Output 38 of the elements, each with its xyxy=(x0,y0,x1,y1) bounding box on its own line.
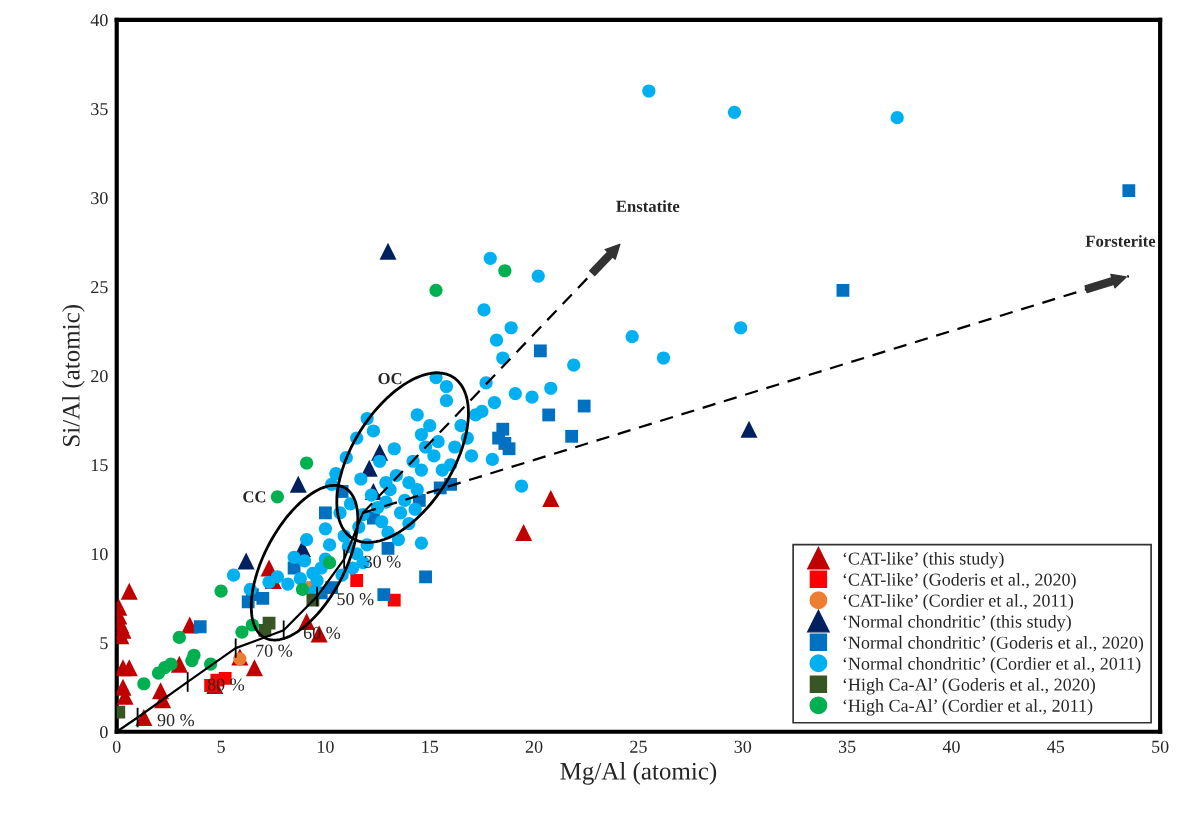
y-tick-label: 40 xyxy=(90,14,108,27)
x-tick-label: 35 xyxy=(838,740,856,753)
annotation: 70 % xyxy=(256,644,293,657)
x-tick-label: 25 xyxy=(630,740,647,753)
y-tick-label: 0 xyxy=(100,726,108,739)
y-tick-label: 10 xyxy=(91,548,108,561)
annotation: 80 % xyxy=(207,678,245,691)
x-tick-label: 10 xyxy=(317,740,334,753)
legend-label: ‘CAT-like’ (Cordier et al., 2011) xyxy=(843,594,1074,611)
legend-label: ‘High Ca-Al’ (Goderis et al., 2020) xyxy=(843,678,1095,695)
annotation: Enstatite xyxy=(616,200,680,212)
y-tick-label: 20 xyxy=(91,370,108,383)
x-tick-label: 5 xyxy=(217,740,225,753)
annotation: 90 % xyxy=(157,714,195,727)
annotation: CC xyxy=(243,491,266,503)
x-tick-label: 30 xyxy=(734,740,752,753)
y-tick-label: 30 xyxy=(91,192,108,205)
y-axis-title: Si/Al (atomic) xyxy=(62,305,85,446)
annotation: Forsterite xyxy=(1085,235,1156,247)
annotation: OC xyxy=(378,373,402,385)
legend-label: ‘CAT-like’ (this study) xyxy=(843,551,1004,569)
x-tick-label: 0 xyxy=(112,740,121,753)
annotation: 50 % xyxy=(337,593,374,606)
x-tick-label: 45 xyxy=(1047,740,1065,753)
x-axis-title: Mg/Al (atomic) xyxy=(560,762,717,785)
y-tick-label: 25 xyxy=(91,281,108,294)
x-tick-label: 15 xyxy=(422,740,439,753)
legend-label: ‘CAT-like’ (Goderis et al., 2020) xyxy=(843,573,1076,590)
legend-label: ‘Normal chondritic’ (Cordier et al., 2011) xyxy=(843,657,1141,674)
y-tick-label: 35 xyxy=(91,103,108,116)
y-tick-label: 5 xyxy=(100,637,108,650)
x-tick-label: 40 xyxy=(942,740,960,753)
legend-label: ‘Normal chondritic’ (Goderis et al., 2020) xyxy=(843,636,1144,653)
x-tick-label: 20 xyxy=(525,740,543,753)
y-tick-label: 15 xyxy=(91,459,108,472)
legend-label: ‘High Ca-Al’ (Cordier et al., 2011) xyxy=(843,699,1093,716)
x-tick-label: 50 xyxy=(1152,740,1169,753)
legend-label: ‘Normal chondritic’ (this study) xyxy=(843,615,1071,632)
